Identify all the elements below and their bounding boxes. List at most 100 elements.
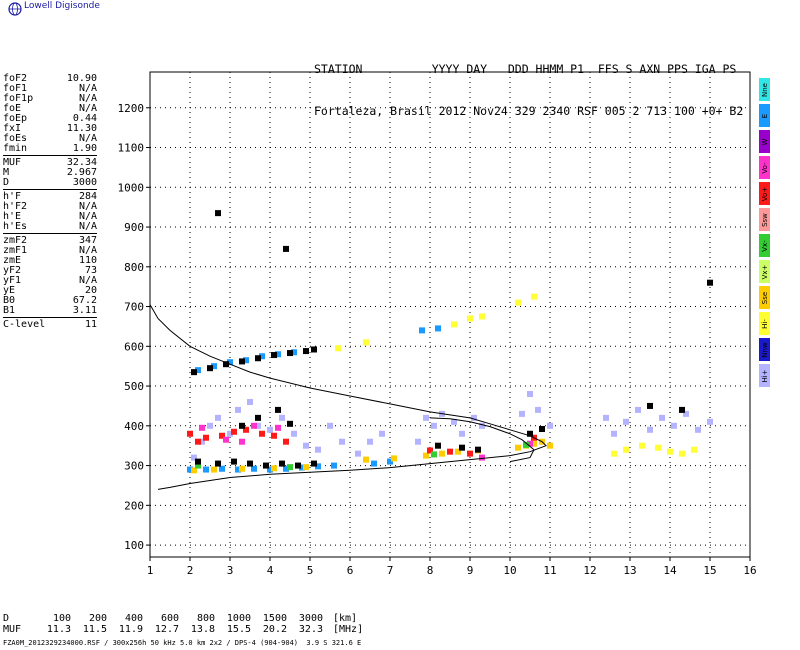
y-tick-label: 400 — [124, 420, 144, 433]
x-tick-label: 7 — [387, 564, 394, 577]
echo-point — [195, 462, 201, 469]
echo-point — [671, 422, 677, 429]
echo-point — [215, 210, 221, 217]
legend-swatch-nnw: Nnw — [759, 338, 770, 361]
echo-point — [679, 406, 685, 413]
echo-point — [339, 438, 345, 445]
echo-point — [679, 450, 685, 457]
param-label: foF2 — [3, 73, 28, 84]
param-row: C-level 11 — [3, 320, 97, 330]
echo-point — [275, 351, 281, 358]
echo-point — [459, 444, 465, 451]
echo-point — [655, 444, 661, 451]
param-label: M — [3, 167, 10, 178]
x-tick-label: 8 — [427, 564, 434, 577]
echo-point — [355, 450, 361, 457]
param-separator — [3, 233, 97, 234]
muf-table-cell: 11.9 — [118, 624, 143, 635]
y-tick-label: 1200 — [118, 102, 145, 115]
echo-point — [527, 391, 533, 398]
param-row: foEs N/A — [3, 134, 97, 144]
x-tick-label: 15 — [703, 564, 716, 577]
echo-point — [203, 466, 209, 473]
x-tick-label: 12 — [583, 564, 596, 577]
param-separator — [3, 189, 97, 190]
echo-point — [431, 422, 437, 429]
y-tick-label: 200 — [124, 499, 144, 512]
echo-point — [283, 245, 289, 252]
echo-point — [479, 422, 485, 429]
legend-swatch-w: W — [759, 130, 770, 153]
echo-point — [623, 418, 629, 425]
x-tick-label: 14 — [663, 564, 677, 577]
muf-table-row: D 100 200 400 600 800 1000 1500 3000 [km] — [3, 613, 383, 624]
echo-point — [267, 426, 273, 433]
grid — [150, 72, 750, 557]
param-value: N/A — [78, 103, 97, 114]
station-header: STATION YYYY DAY DDD HHMM P1 FFS S AXN P… — [314, 34, 743, 132]
muf-table-cell: 400 — [124, 613, 143, 624]
echo-point — [475, 446, 481, 453]
echo-point — [239, 422, 245, 429]
y-tick-label: 700 — [124, 301, 144, 314]
legend-label: E — [760, 113, 769, 118]
echo-point — [547, 422, 553, 429]
param-label: MUF — [3, 157, 22, 168]
echo-point — [299, 464, 305, 471]
echo-point — [195, 438, 201, 445]
echo-point — [371, 460, 377, 467]
param-row: fxI 11.30 — [3, 124, 97, 134]
param-value: 2.967 — [66, 167, 97, 178]
echo-point — [187, 466, 193, 473]
echo-point — [667, 448, 673, 455]
param-row: foF1p N/A — [3, 94, 97, 104]
echo-point — [271, 432, 277, 439]
echo-point — [195, 367, 201, 374]
param-value: N/A — [78, 221, 97, 232]
param-row: yF2 73 — [3, 266, 97, 276]
echo-point — [647, 402, 653, 409]
x-tick-label: 1 — [147, 564, 154, 577]
param-value: 73 — [84, 265, 97, 276]
echo-point — [191, 454, 197, 461]
echo-point — [239, 358, 245, 365]
legend-label: Nne — [760, 82, 769, 97]
y-tick-label: 300 — [124, 460, 144, 473]
muf-table-cell: 11.3 — [46, 624, 71, 635]
x-tick-label: 4 — [267, 564, 274, 577]
echo-point — [311, 460, 317, 467]
param-value: 10.90 — [66, 73, 97, 84]
echo-point — [531, 293, 537, 300]
x-tick-label: 3 — [227, 564, 234, 577]
echo-point — [279, 460, 285, 467]
param-separator — [3, 317, 97, 318]
param-label: foEs — [3, 133, 28, 144]
echo-point — [187, 430, 193, 437]
echo-point — [367, 438, 373, 445]
param-value: 3.11 — [72, 305, 97, 316]
echo-point — [271, 465, 277, 472]
param-label: yF2 — [3, 265, 22, 276]
muf-table-cell: 3000 — [298, 613, 323, 624]
y-tick-label: 600 — [124, 340, 144, 353]
echo-point — [255, 355, 261, 362]
y-tick-label: 900 — [124, 221, 144, 234]
echo-point — [647, 426, 653, 433]
param-row: foF2 10.90 — [3, 74, 97, 84]
echo-point — [435, 325, 441, 332]
echo-point — [311, 346, 317, 353]
muf-table-cell: 15.5 — [226, 624, 251, 635]
legend-label: Vx- — [760, 239, 769, 252]
echo-point — [191, 467, 197, 474]
echo-point — [303, 442, 309, 449]
legend-swatch-vo-: Vo- — [759, 156, 770, 179]
echo-point — [275, 424, 281, 431]
param-row: zmF1 N/A — [3, 246, 97, 256]
param-row: h'E N/A — [3, 212, 97, 222]
muf-row-unit: [MHz] — [333, 624, 364, 635]
muf-table-cell: 600 — [160, 613, 179, 624]
echo-point — [287, 420, 293, 427]
parameters-panel: foF2 10.90 foF1 N/A foF1p N/A foE N/A foEp 0.44 fx… — [3, 74, 97, 330]
echo-point — [415, 438, 421, 445]
